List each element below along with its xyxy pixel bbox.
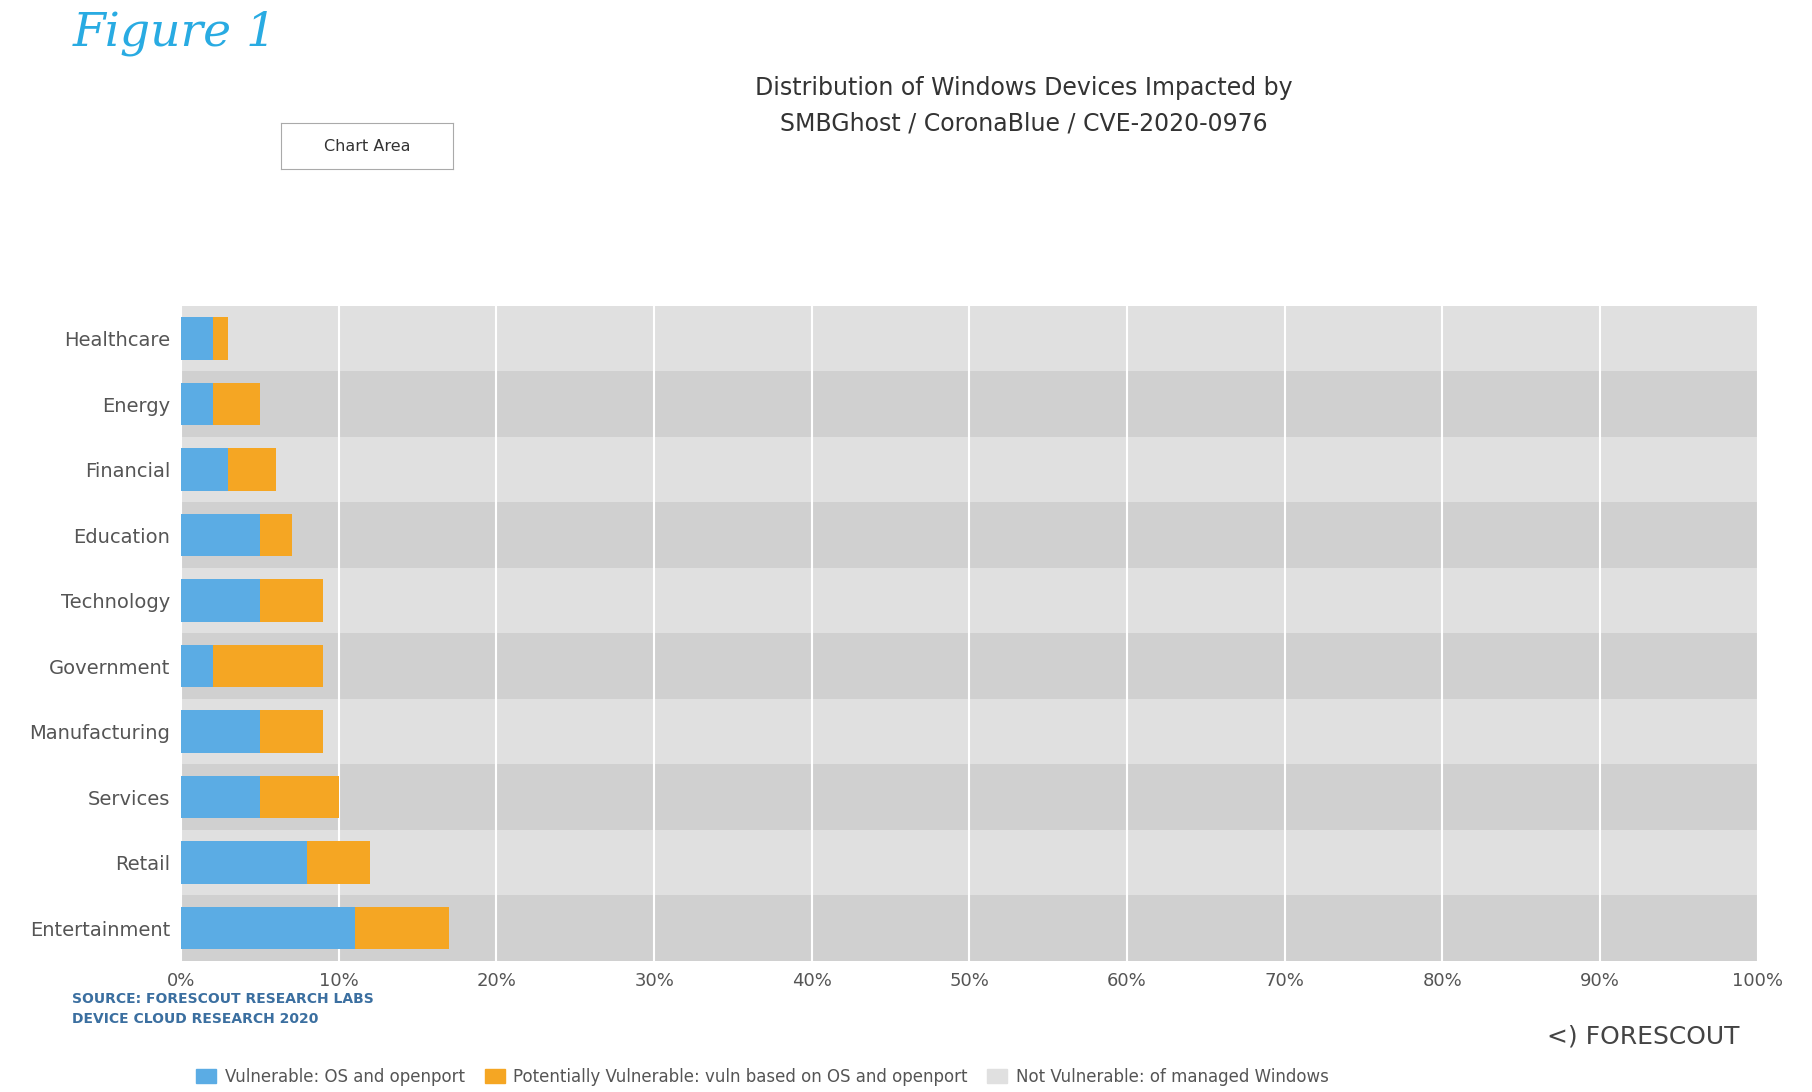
Text: Chart Area: Chart Area xyxy=(324,139,410,154)
Bar xyxy=(261,711,323,753)
Bar xyxy=(181,830,1758,895)
Text: Distribution of Windows Devices Impacted by
SMBGhost / CoronaBlue / CVE-2020-097: Distribution of Windows Devices Impacted… xyxy=(756,76,1292,135)
Bar xyxy=(261,514,292,557)
Text: <) FORESCOUT: <) FORESCOUT xyxy=(1547,1024,1740,1048)
Bar xyxy=(181,383,212,425)
Text: SOURCE: FORESCOUT RESEARCH LABS
DEVICE CLOUD RESEARCH 2020: SOURCE: FORESCOUT RESEARCH LABS DEVICE C… xyxy=(72,992,375,1026)
Bar xyxy=(181,317,212,360)
Bar xyxy=(181,633,1758,699)
Bar xyxy=(261,775,339,819)
Bar xyxy=(261,579,323,622)
Bar xyxy=(181,568,1758,633)
Bar xyxy=(181,514,261,557)
Bar xyxy=(308,841,370,885)
Bar xyxy=(212,383,261,425)
Bar xyxy=(228,448,275,490)
Bar xyxy=(181,579,261,622)
Bar xyxy=(181,644,212,688)
Bar xyxy=(355,906,449,950)
Bar xyxy=(181,306,1758,371)
Bar xyxy=(181,699,1758,764)
Bar xyxy=(212,317,228,360)
Legend: Vulnerable: OS and openport, Potentially Vulnerable: vuln based on OS and openpo: Vulnerable: OS and openport, Potentially… xyxy=(190,1061,1335,1092)
Bar xyxy=(181,775,261,819)
Bar xyxy=(212,644,323,688)
Bar xyxy=(181,841,308,885)
Bar xyxy=(181,448,228,490)
Bar xyxy=(181,895,1758,961)
Text: Figure 1: Figure 1 xyxy=(72,11,277,57)
Bar xyxy=(181,711,261,753)
Bar xyxy=(181,437,1758,502)
Bar xyxy=(181,371,1758,437)
Bar xyxy=(181,764,1758,830)
Bar xyxy=(181,906,355,950)
Bar xyxy=(181,502,1758,568)
